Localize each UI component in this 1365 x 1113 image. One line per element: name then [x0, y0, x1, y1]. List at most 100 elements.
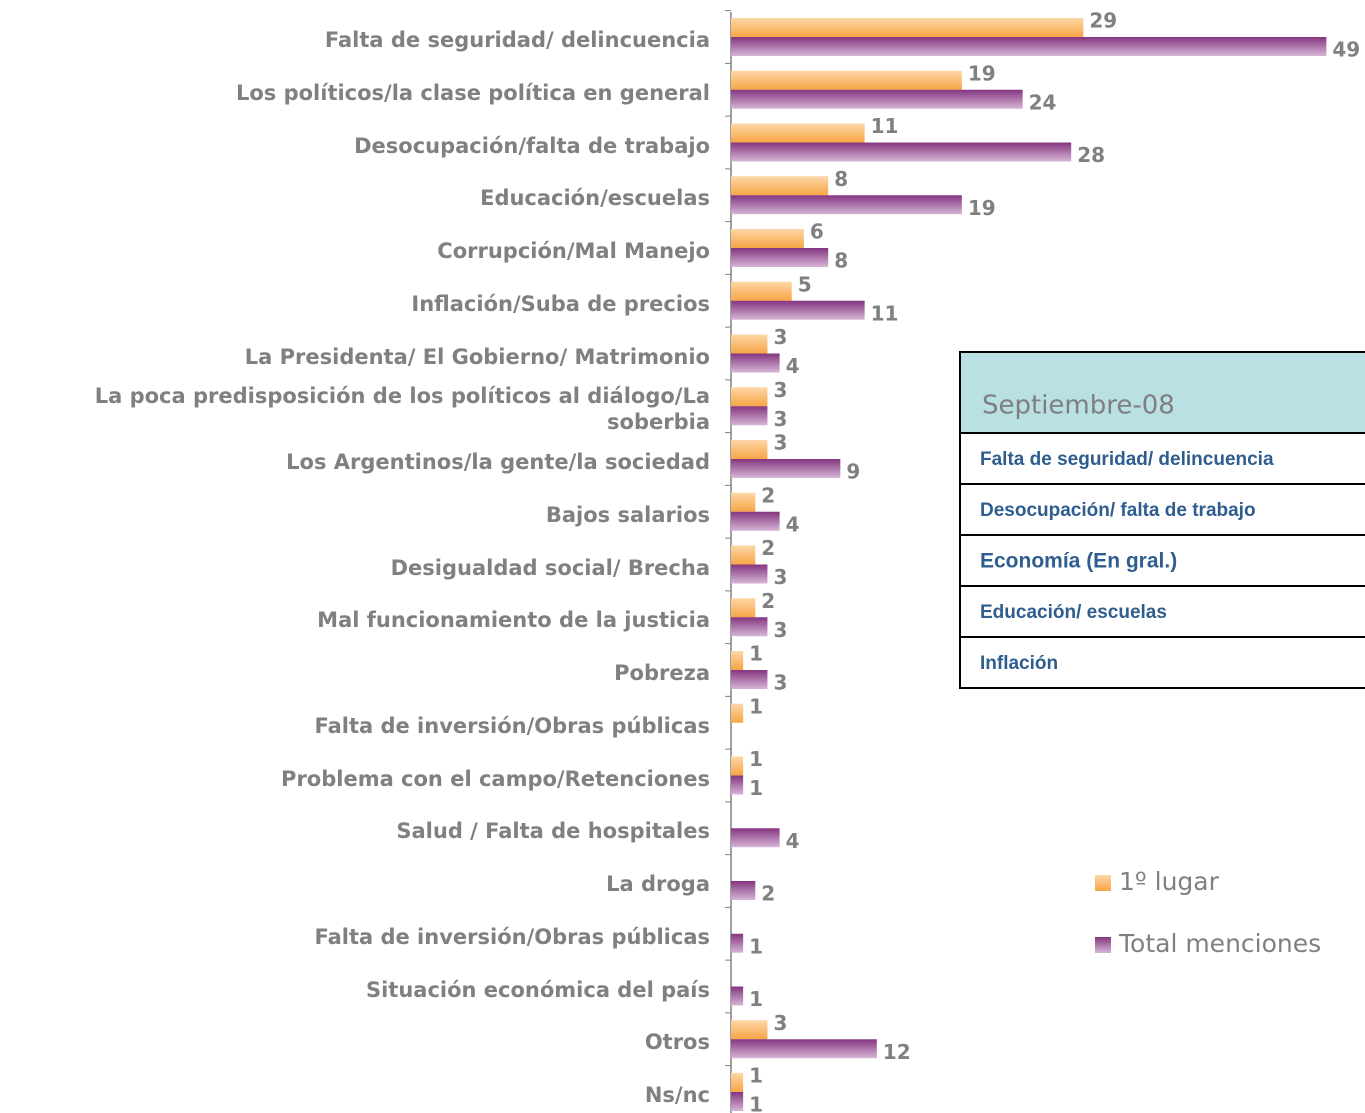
bar	[731, 142, 1072, 162]
category-label: Desocupación/falta de trabajo	[354, 133, 710, 158]
legend-label: Total menciones	[1118, 929, 1321, 958]
value-label: 5	[798, 272, 812, 296]
value-label: 2	[761, 536, 775, 560]
category-label: La droga	[606, 872, 710, 896]
table-cell: Inflación	[980, 653, 1058, 674]
value-label: 24	[1029, 90, 1057, 114]
bar	[731, 406, 768, 426]
category-label: Los políticos/la clase política en gener…	[235, 80, 710, 105]
value-label: 3	[773, 407, 787, 431]
value-label: 1	[749, 987, 763, 1011]
category-label: Falta de inversión/Obras públicas	[314, 924, 710, 949]
value-label: 1	[749, 694, 763, 718]
value-label: 19	[968, 61, 996, 85]
table-cell: Economía (En gral.)	[980, 550, 1177, 573]
table-cell: Educación/ escuelas	[980, 602, 1167, 623]
category-label: Falta de seguridad/ delincuencia	[324, 28, 710, 52]
bar	[731, 651, 744, 670]
category-label: Salud / Falta de hospitales	[396, 819, 710, 844]
value-label: 2	[761, 483, 775, 507]
value-label: 8	[834, 167, 848, 191]
value-label: 3	[773, 325, 787, 349]
bar	[731, 281, 792, 301]
category-label: Pobreza	[614, 661, 710, 685]
value-label: 28	[1077, 143, 1105, 167]
bar	[731, 598, 756, 618]
bar	[731, 617, 768, 637]
value-label: 11	[871, 114, 899, 138]
value-label: 2	[761, 589, 775, 613]
bar	[731, 334, 768, 354]
bar	[731, 18, 1084, 37]
category-label: Bajos salarios	[545, 502, 710, 527]
category-label: La Presidenta/ El Gobierno/ Matrimonio	[244, 344, 710, 369]
value-label: 3	[773, 671, 787, 695]
value-label: 4	[786, 512, 800, 536]
table-title: Septiembre-08	[982, 391, 1175, 421]
value-label: 49	[1332, 38, 1360, 62]
value-label: 1	[749, 642, 763, 666]
value-label: 6	[810, 220, 824, 244]
table-cell: Falta de seguridad/ delincuencia	[980, 449, 1274, 470]
value-label: 3	[773, 378, 787, 402]
legend-label: 1º lugar	[1119, 867, 1220, 896]
value-label: 1	[749, 1064, 763, 1088]
bar	[731, 37, 1327, 56]
value-label: 1	[749, 747, 763, 771]
bar	[731, 459, 841, 478]
bar	[731, 1073, 744, 1092]
value-label: 19	[968, 196, 996, 220]
category-label: Los Argentinos/la gente/la sociedad	[286, 450, 710, 474]
value-label: 11	[871, 301, 899, 325]
bar	[731, 440, 768, 459]
bar	[731, 756, 744, 776]
category-label: Mal funcionamiento de la justicia	[317, 608, 710, 633]
value-label: 1	[749, 776, 763, 800]
category-label: Corrupción/Mal Manejo	[437, 239, 710, 263]
value-label: 3	[773, 1011, 787, 1035]
bar	[731, 511, 780, 531]
value-label: 4	[786, 829, 800, 853]
bar	[731, 1039, 877, 1059]
bar	[731, 387, 768, 407]
value-label: 3	[773, 431, 787, 455]
bar	[731, 248, 829, 267]
bar	[731, 986, 744, 1006]
bar	[731, 195, 962, 215]
bar	[731, 933, 744, 953]
category-label: Situación económica del país	[365, 977, 710, 1002]
bar	[731, 70, 962, 90]
category-label: Falta de inversión/Obras públicas	[314, 713, 710, 738]
value-label: 29	[1089, 9, 1117, 33]
bar	[731, 828, 780, 848]
value-label: 12	[883, 1040, 911, 1064]
category-label: Inflación/Suba de precios	[411, 291, 710, 316]
category-label: La poca predisposición de los políticos …	[94, 384, 710, 435]
category-label: Ns/nc	[644, 1083, 710, 1107]
bar	[731, 176, 829, 196]
category-label: Problema con el campo/Retenciones	[281, 766, 710, 791]
bar	[731, 545, 756, 565]
value-label: 9	[846, 460, 860, 484]
value-label: 1	[749, 934, 763, 958]
bar	[731, 1020, 768, 1040]
bar	[731, 881, 756, 900]
bar	[731, 229, 804, 248]
value-label: 8	[834, 249, 848, 273]
value-label: 1	[749, 1093, 763, 1113]
value-label: 2	[761, 882, 775, 906]
legend-swatch	[1095, 937, 1111, 953]
category-label: Educación/escuelas	[480, 186, 710, 211]
bar	[731, 89, 1023, 109]
table-border	[959, 351, 1365, 689]
bar	[731, 564, 768, 584]
bar	[731, 670, 768, 689]
bar	[731, 300, 865, 320]
value-label: 3	[773, 618, 787, 642]
bar	[731, 353, 780, 373]
bar	[731, 1092, 744, 1111]
value-label: 3	[773, 565, 787, 589]
bar	[731, 703, 744, 723]
category-label: Desigualdad social/ Brecha	[390, 555, 710, 580]
